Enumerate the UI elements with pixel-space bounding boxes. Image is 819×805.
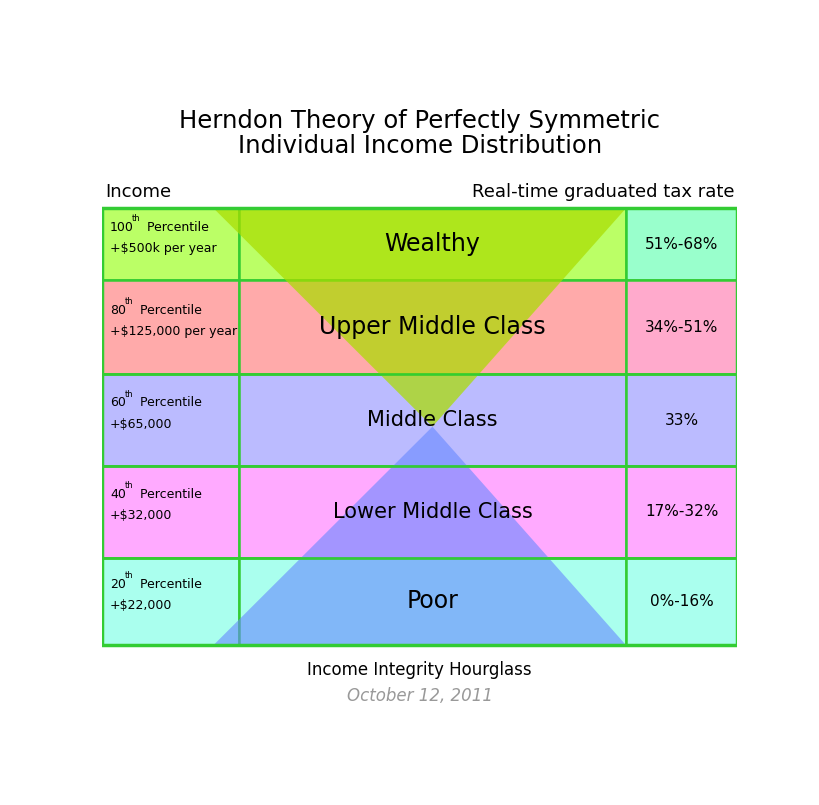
Polygon shape: [214, 427, 626, 645]
Text: Percentile: Percentile: [136, 489, 202, 502]
Text: 33%: 33%: [664, 413, 699, 427]
Text: 100: 100: [110, 221, 133, 233]
Text: th: th: [124, 481, 133, 490]
Polygon shape: [214, 208, 626, 427]
Text: Herndon Theory of Perfectly Symmetric: Herndon Theory of Perfectly Symmetric: [179, 109, 660, 134]
Bar: [102, 374, 239, 466]
Bar: [626, 374, 737, 466]
Bar: [626, 280, 737, 374]
Text: Percentile: Percentile: [143, 221, 209, 233]
Text: 34%-51%: 34%-51%: [645, 320, 718, 335]
Text: +$65,000: +$65,000: [110, 418, 173, 431]
Text: Percentile: Percentile: [136, 303, 202, 316]
Bar: [239, 374, 626, 466]
Bar: [102, 466, 239, 558]
Bar: [239, 558, 626, 645]
Bar: [626, 558, 737, 645]
Text: Middle Class: Middle Class: [367, 410, 498, 430]
Text: 51%-68%: 51%-68%: [645, 237, 718, 252]
Bar: [102, 208, 737, 645]
Text: +$32,000: +$32,000: [110, 510, 172, 522]
Text: th: th: [124, 297, 133, 306]
Text: Income Integrity Hourglass: Income Integrity Hourglass: [307, 661, 532, 679]
Text: Upper Middle Class: Upper Middle Class: [319, 316, 545, 339]
Text: +$22,000: +$22,000: [110, 599, 172, 612]
Text: 60: 60: [110, 397, 126, 410]
Text: Income: Income: [105, 183, 171, 200]
Text: Poor: Poor: [406, 589, 459, 613]
Text: 20: 20: [110, 578, 126, 591]
Text: Wealthy: Wealthy: [384, 232, 481, 256]
Text: 17%-32%: 17%-32%: [645, 505, 718, 519]
Text: 80: 80: [110, 303, 126, 316]
Text: October 12, 2011: October 12, 2011: [346, 687, 493, 705]
Text: th: th: [132, 213, 141, 223]
Text: Percentile: Percentile: [136, 578, 202, 591]
Text: Real-time graduated tax rate: Real-time graduated tax rate: [472, 183, 735, 200]
Text: Lower Middle Class: Lower Middle Class: [333, 502, 532, 522]
Text: 40: 40: [110, 489, 126, 502]
Bar: [239, 208, 626, 280]
Bar: [239, 280, 626, 374]
Text: th: th: [124, 571, 133, 580]
Text: Individual Income Distribution: Individual Income Distribution: [238, 134, 602, 159]
Bar: [102, 208, 239, 280]
Text: +$125,000 per year: +$125,000 per year: [110, 324, 238, 337]
Bar: [626, 466, 737, 558]
Bar: [102, 280, 239, 374]
Text: 0%-16%: 0%-16%: [649, 594, 713, 609]
Bar: [626, 208, 737, 280]
Text: th: th: [124, 390, 133, 398]
Bar: [102, 558, 239, 645]
Text: Percentile: Percentile: [136, 397, 202, 410]
Text: +$500k per year: +$500k per year: [110, 242, 216, 254]
Bar: [239, 466, 626, 558]
